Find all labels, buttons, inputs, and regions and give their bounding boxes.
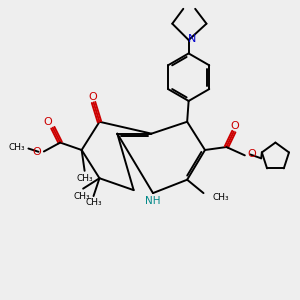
Text: CH₃: CH₃ (8, 143, 25, 152)
Text: CH₃: CH₃ (212, 193, 229, 202)
Text: O: O (230, 121, 239, 130)
Text: O: O (32, 147, 41, 157)
Text: CH₃: CH₃ (85, 198, 102, 207)
Text: O: O (43, 117, 52, 128)
Text: N: N (188, 34, 196, 44)
Text: CH₃: CH₃ (73, 192, 90, 201)
Text: CH₃: CH₃ (77, 174, 94, 183)
Text: O: O (88, 92, 97, 101)
Text: O: O (247, 149, 256, 159)
Text: NH: NH (145, 196, 160, 206)
